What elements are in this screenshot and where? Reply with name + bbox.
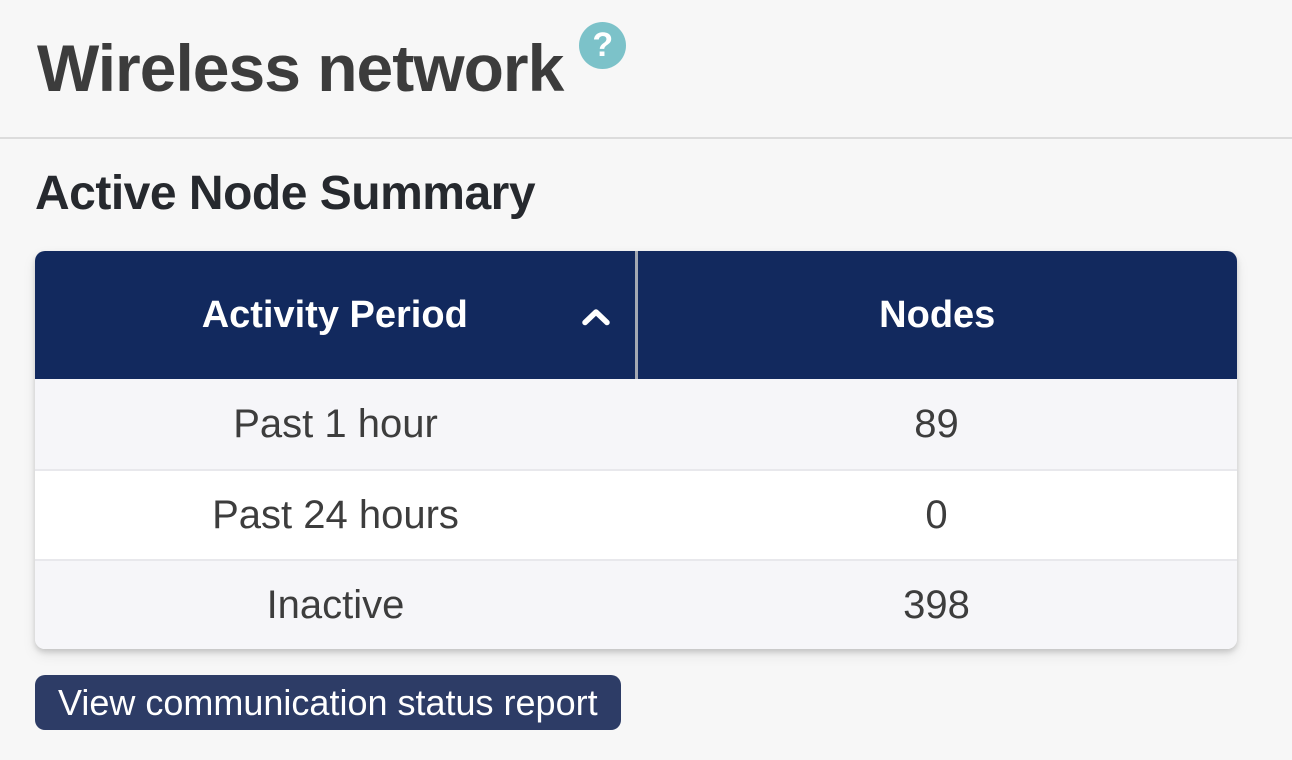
table-header-row: Activity Period Nodes (35, 251, 1237, 379)
active-node-summary-table: Activity Period Nodes Past 1 hour 89 Pas… (35, 251, 1237, 649)
page-title: Wireless network (37, 31, 564, 105)
table-row: Past 1 hour 89 (35, 379, 1237, 469)
view-communication-status-report-button[interactable]: View communication status report (35, 675, 621, 730)
header-column-divider (634, 251, 638, 379)
main-content: Active Node Summary Activity Period Node… (0, 139, 1292, 730)
table-row: Past 24 hours 0 (35, 469, 1237, 559)
title-band: Wireless network? (0, 0, 1292, 139)
column-header-nodes[interactable]: Nodes (638, 251, 1238, 379)
table-body: Past 1 hour 89 Past 24 hours 0 Inactive … (35, 379, 1237, 649)
column-header-label: Activity Period (201, 293, 468, 336)
activity-period-cell: Past 1 hour (233, 401, 438, 446)
nodes-count-cell: 0 (925, 492, 948, 537)
help-icon[interactable]: ? (579, 22, 627, 69)
nodes-count-cell: 398 (903, 582, 970, 627)
activity-period-cell: Inactive (266, 582, 405, 627)
nodes-count-cell: 89 (914, 401, 959, 446)
activity-period-cell: Past 24 hours (212, 492, 459, 537)
section-heading: Active Node Summary (35, 167, 536, 220)
table-row: Inactive 398 (35, 559, 1237, 649)
sort-ascending-icon (581, 294, 611, 337)
column-header-label: Nodes (879, 293, 996, 336)
column-header-activity-period[interactable]: Activity Period (35, 251, 635, 379)
